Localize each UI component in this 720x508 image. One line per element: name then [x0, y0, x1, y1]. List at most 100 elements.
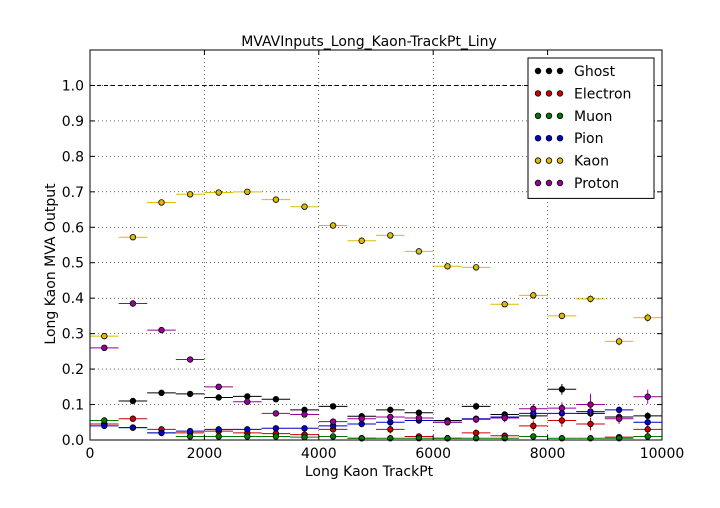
data-point: [186, 191, 194, 198]
data-point: [272, 425, 280, 432]
series-electron: [90, 414, 662, 442]
data-point: [244, 188, 251, 196]
plot-frame: [89, 49, 663, 441]
series-kaon: [90, 188, 662, 346]
legend-marker: [556, 157, 564, 164]
legend-marker: [534, 157, 542, 164]
data-point: [644, 433, 651, 440]
data-point: [644, 412, 651, 420]
data-point: [101, 422, 108, 430]
data-point: [387, 232, 394, 239]
data-point: [558, 404, 566, 412]
data-point: [129, 300, 137, 307]
x-tick-label: 4000: [301, 446, 337, 462]
legend-marker: [534, 179, 542, 187]
data-point: [329, 418, 337, 425]
data-point: [472, 264, 480, 271]
data-point: [244, 398, 251, 405]
data-point: [387, 426, 394, 433]
data-point: [329, 222, 337, 229]
data-point: [615, 406, 623, 414]
data-point: [244, 393, 251, 400]
legend-marker: [556, 112, 564, 119]
legend-marker: [545, 112, 553, 119]
data-point: [615, 415, 623, 422]
data-point: [644, 393, 651, 400]
data-point: [615, 338, 623, 345]
data-point: [129, 424, 137, 431]
legend-marker: [556, 134, 564, 142]
x-axis-label: Long Kaon TrackPt: [305, 464, 434, 480]
data-point: [244, 433, 251, 440]
data-point: [301, 433, 308, 441]
y-tick-label: 0.1: [62, 398, 84, 414]
data-point: [501, 301, 508, 308]
y-tick-label: 1.0: [62, 78, 84, 94]
data-point: [186, 433, 194, 440]
data-point: [186, 390, 194, 398]
data-point: [530, 433, 537, 440]
data-point: [215, 383, 222, 391]
data-point: [329, 403, 337, 410]
data-layer: [90, 188, 662, 442]
data-point: [415, 409, 423, 416]
data-point: [272, 196, 280, 203]
data-point: [558, 417, 566, 424]
data-point: [644, 419, 651, 426]
legend: Ghost Electron Muon Pion Kaon Proton: [527, 57, 655, 199]
data-point: [415, 248, 423, 255]
data-point: [158, 429, 165, 437]
y-tick-label: 0.2: [62, 362, 84, 378]
y-tick-label: 0.8: [62, 149, 84, 165]
data-point: [272, 410, 280, 417]
data-point: [444, 263, 451, 270]
legend-label: Kaon: [574, 154, 609, 170]
data-point: [101, 417, 108, 424]
legend-marker: [556, 90, 564, 97]
data-point: [129, 397, 137, 405]
legend-marker: [534, 67, 542, 75]
y-tick-label: 0.5: [62, 256, 84, 272]
y-tick-label: 0.3: [62, 327, 84, 343]
data-point: [358, 237, 365, 244]
data-point: [587, 401, 594, 408]
legend-label: Electron: [574, 86, 631, 102]
data-point: [186, 356, 194, 363]
legend-marker: [545, 90, 553, 97]
tick-layer: 0 2000 4000 6000 8000 10000 0.0 0.1 0.2 0.3 0.4 0.5…: [62, 50, 684, 462]
data-point: [472, 429, 480, 437]
x-tick-label: 2000: [187, 446, 223, 462]
legend-marker: [534, 112, 542, 119]
data-point: [387, 419, 394, 426]
data-point: [129, 233, 137, 241]
data-point: [129, 415, 137, 422]
data-point: [244, 426, 251, 433]
data-point: [358, 415, 365, 422]
legend-label: Pion: [574, 131, 603, 147]
legend-marker: [545, 67, 553, 75]
legend-box: [527, 57, 655, 199]
legend-label: Muon: [574, 109, 612, 125]
data-point: [272, 433, 280, 440]
y-axis-label: Long Kaon MVA Output: [43, 183, 59, 345]
series-pion: [90, 406, 662, 437]
data-point: [558, 312, 566, 320]
data-point: [158, 389, 165, 397]
data-point: [272, 396, 280, 403]
legend-marker: [556, 67, 564, 75]
data-point: [387, 413, 394, 421]
data-point: [158, 199, 165, 206]
data-point: [415, 414, 423, 422]
data-point: [587, 295, 594, 303]
data-point: [501, 414, 508, 422]
data-point: [644, 426, 651, 433]
legend-label: Ghost: [574, 64, 616, 80]
data-point: [301, 411, 308, 418]
data-point: [101, 344, 108, 352]
legend-marker: [534, 134, 542, 142]
data-point: [215, 189, 222, 196]
data-point: [530, 292, 537, 299]
data-point: [301, 425, 308, 432]
y-tick-label: 0.6: [62, 220, 84, 236]
data-point: [358, 420, 365, 428]
